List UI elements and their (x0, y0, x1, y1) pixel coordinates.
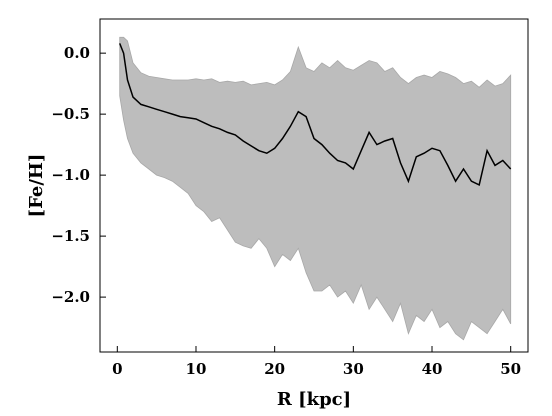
x-tick-label: 30 (343, 360, 364, 378)
x-tick-label: 50 (500, 360, 521, 378)
y-tick-label: −2.0 (51, 288, 90, 306)
axes-frame (99, 18, 529, 353)
y-tick-label: −0.5 (51, 105, 90, 123)
x-tick-label: 0 (112, 360, 122, 378)
x-axis-label: R [kpc] (277, 389, 351, 410)
y-axis-label: [Fe/H] (26, 154, 47, 218)
y-tick-label: −1.0 (51, 166, 90, 184)
x-axis: 0 10 20 30 40 50 (112, 346, 521, 378)
median-line (119, 43, 512, 186)
y-axis: 0.0 −0.5 −1.0 −1.5 −2.0 (51, 44, 106, 306)
plot-area (119, 36, 512, 341)
spread-band (119, 36, 512, 341)
x-tick-label: 10 (186, 360, 207, 378)
y-tick-label: −1.5 (51, 227, 90, 245)
y-tick-label: 0.0 (64, 44, 90, 62)
x-tick-label: 20 (264, 360, 285, 378)
x-tick-label: 40 (422, 360, 443, 378)
